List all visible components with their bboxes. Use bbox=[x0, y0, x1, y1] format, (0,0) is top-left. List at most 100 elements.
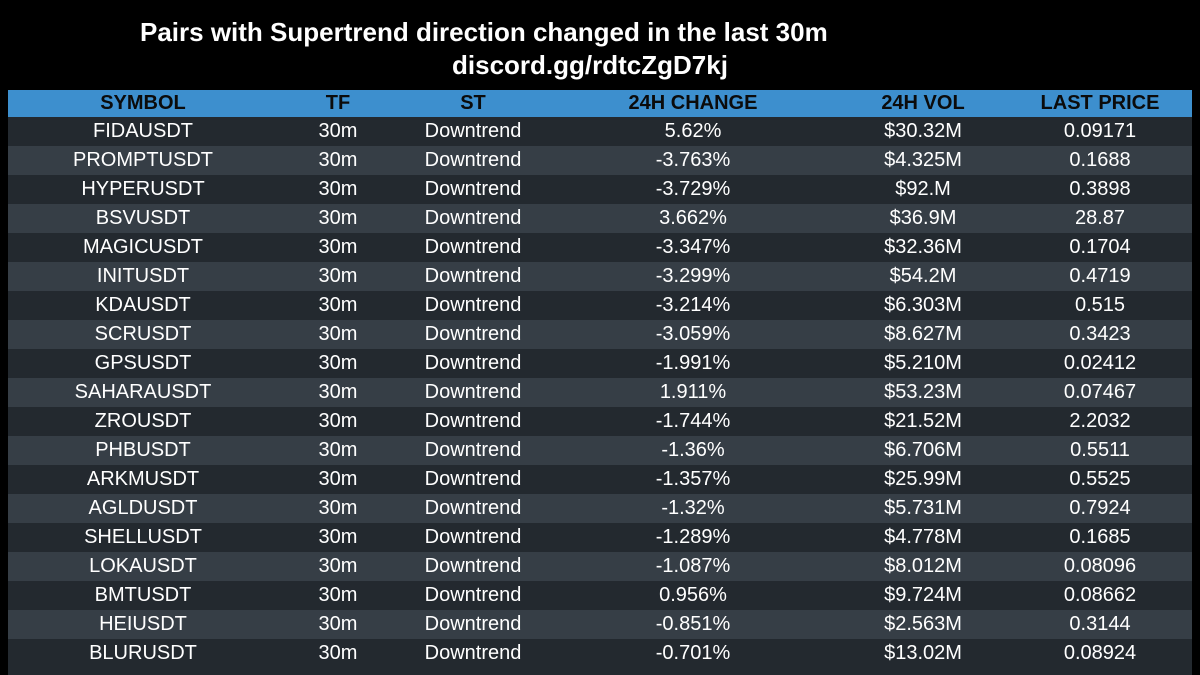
table-row: ZROUSDT 30m Downtrend -1.744% $21.52M 2.2032 bbox=[8, 407, 1192, 436]
st-cell: Downtrend bbox=[398, 552, 548, 581]
symbol-cell: INITUSDT bbox=[8, 262, 278, 291]
symbol-cell: BMTUSDT bbox=[8, 581, 278, 610]
price-cell: 0.1688 bbox=[1008, 146, 1192, 175]
price-cell: 0.3144 bbox=[1008, 610, 1192, 639]
symbol-cell: HEIUSDT bbox=[8, 610, 278, 639]
volume-cell: $36.9M bbox=[838, 204, 1008, 233]
symbol-cell: BLURUSDT bbox=[8, 639, 278, 668]
table-row: FIDAUSDT 30m Downtrend 5.62% $30.32M 0.09171 bbox=[8, 117, 1192, 146]
tf-cell: 30m bbox=[278, 407, 398, 436]
column-header-24h-vol: 24H VOL bbox=[838, 90, 1008, 117]
tf-cell: 30m bbox=[278, 349, 398, 378]
change-cell: 3.662% bbox=[548, 204, 838, 233]
st-cell: Downtrend bbox=[398, 204, 548, 233]
symbol-cell: PROMPTUSDT bbox=[8, 146, 278, 175]
table-row: PHBUSDT 30m Downtrend -1.36% $6.706M 0.5511 bbox=[8, 436, 1192, 465]
st-cell: Downtrend bbox=[398, 610, 548, 639]
tf-cell: 30m bbox=[278, 552, 398, 581]
table-body: FIDAUSDT 30m Downtrend 5.62% $30.32M 0.09171 P… bbox=[8, 117, 1192, 668]
table-header-row: SYMBOL TF ST 24H CHANGE 24H VOL LAST PRI… bbox=[8, 90, 1192, 117]
tf-cell: 30m bbox=[278, 320, 398, 349]
table-row: AGLDUSDT 30m Downtrend -1.32% $5.731M 0.7924 bbox=[8, 494, 1192, 523]
st-cell: Downtrend bbox=[398, 291, 548, 320]
st-cell: Downtrend bbox=[398, 436, 548, 465]
table-row: LOKAUSDT 30m Downtrend -1.087% $8.012M 0.0809… bbox=[8, 552, 1192, 581]
price-cell: 0.5511 bbox=[1008, 436, 1192, 465]
symbol-cell: KDAUSDT bbox=[8, 291, 278, 320]
price-cell: 0.02412 bbox=[1008, 349, 1192, 378]
st-cell: Downtrend bbox=[398, 465, 548, 494]
volume-cell: $8.012M bbox=[838, 552, 1008, 581]
st-cell: Downtrend bbox=[398, 639, 548, 668]
tf-cell: 30m bbox=[278, 523, 398, 552]
change-cell: 5.62% bbox=[548, 117, 838, 146]
volume-cell: $6.706M bbox=[838, 436, 1008, 465]
table-row: INITUSDT 30m Downtrend -3.299% $54.2M 0.4719 bbox=[8, 262, 1192, 291]
volume-cell: $92.M bbox=[838, 175, 1008, 204]
pairs-table: SYMBOL TF ST 24H CHANGE 24H VOL LAST PRI… bbox=[8, 90, 1192, 668]
tf-cell: 30m bbox=[278, 262, 398, 291]
price-cell: 0.08662 bbox=[1008, 581, 1192, 610]
volume-cell: $53.23M bbox=[838, 378, 1008, 407]
symbol-cell: LOKAUSDT bbox=[8, 552, 278, 581]
change-cell: -1.36% bbox=[548, 436, 838, 465]
symbol-cell: HYPERUSDT bbox=[8, 175, 278, 204]
st-cell: Downtrend bbox=[398, 494, 548, 523]
price-cell: 0.7924 bbox=[1008, 494, 1192, 523]
volume-cell: $25.99M bbox=[838, 465, 1008, 494]
column-header-last-price: LAST PRICE bbox=[1008, 90, 1192, 117]
pairs-table-container: SYMBOL TF ST 24H CHANGE 24H VOL LAST PRI… bbox=[8, 90, 1192, 675]
symbol-cell: ZROUSDT bbox=[8, 407, 278, 436]
tf-cell: 30m bbox=[278, 146, 398, 175]
price-cell: 0.515 bbox=[1008, 291, 1192, 320]
volume-cell: $4.325M bbox=[838, 146, 1008, 175]
column-header-symbol: SYMBOL bbox=[8, 90, 278, 117]
table-row: BSVUSDT 30m Downtrend 3.662% $36.9M 28.87 bbox=[8, 204, 1192, 233]
st-cell: Downtrend bbox=[398, 262, 548, 291]
change-cell: -0.851% bbox=[548, 610, 838, 639]
table-row: SCRUSDT 30m Downtrend -3.059% $8.627M 0.3423 bbox=[8, 320, 1192, 349]
st-cell: Downtrend bbox=[398, 523, 548, 552]
st-cell: Downtrend bbox=[398, 581, 548, 610]
volume-cell: $6.303M bbox=[838, 291, 1008, 320]
table-row: GPSUSDT 30m Downtrend -1.991% $5.210M 0.02412 bbox=[8, 349, 1192, 378]
volume-cell: $21.52M bbox=[838, 407, 1008, 436]
table-row: HYPERUSDT 30m Downtrend -3.729% $92.M 0.3898 bbox=[8, 175, 1192, 204]
change-cell: 0.956% bbox=[548, 581, 838, 610]
price-cell: 0.3898 bbox=[1008, 175, 1192, 204]
symbol-cell: AGLDUSDT bbox=[8, 494, 278, 523]
price-cell: 0.08096 bbox=[1008, 552, 1192, 581]
price-cell: 0.5525 bbox=[1008, 465, 1192, 494]
tf-cell: 30m bbox=[278, 204, 398, 233]
volume-cell: $32.36M bbox=[838, 233, 1008, 262]
symbol-cell: FIDAUSDT bbox=[8, 117, 278, 146]
st-cell: Downtrend bbox=[398, 117, 548, 146]
st-cell: Downtrend bbox=[398, 407, 548, 436]
change-cell: -1.087% bbox=[548, 552, 838, 581]
st-cell: Downtrend bbox=[398, 233, 548, 262]
symbol-cell: SHELLUSDT bbox=[8, 523, 278, 552]
price-cell: 0.07467 bbox=[1008, 378, 1192, 407]
tf-cell: 30m bbox=[278, 291, 398, 320]
symbol-cell: ARKMUSDT bbox=[8, 465, 278, 494]
table-row: MAGICUSDT 30m Downtrend -3.347% $32.36M 0.170… bbox=[8, 233, 1192, 262]
symbol-cell: PHBUSDT bbox=[8, 436, 278, 465]
price-cell: 28.87 bbox=[1008, 204, 1192, 233]
tf-cell: 30m bbox=[278, 639, 398, 668]
st-cell: Downtrend bbox=[398, 349, 548, 378]
price-cell: 0.4719 bbox=[1008, 262, 1192, 291]
volume-cell: $9.724M bbox=[838, 581, 1008, 610]
change-cell: -1.991% bbox=[548, 349, 838, 378]
table-row: BLURUSDT 30m Downtrend -0.701% $13.02M 0.0892… bbox=[8, 639, 1192, 668]
symbol-cell: MAGICUSDT bbox=[8, 233, 278, 262]
tf-cell: 30m bbox=[278, 175, 398, 204]
price-cell: 0.08924 bbox=[1008, 639, 1192, 668]
st-cell: Downtrend bbox=[398, 320, 548, 349]
table-row: SHELLUSDT 30m Downtrend -1.289% $4.778M 0.168… bbox=[8, 523, 1192, 552]
tf-cell: 30m bbox=[278, 378, 398, 407]
tf-cell: 30m bbox=[278, 494, 398, 523]
page-title: Pairs with Supertrend direction changed … bbox=[140, 17, 828, 47]
column-header-tf: TF bbox=[278, 90, 398, 117]
volume-cell: $5.210M bbox=[838, 349, 1008, 378]
change-cell: -3.347% bbox=[548, 233, 838, 262]
